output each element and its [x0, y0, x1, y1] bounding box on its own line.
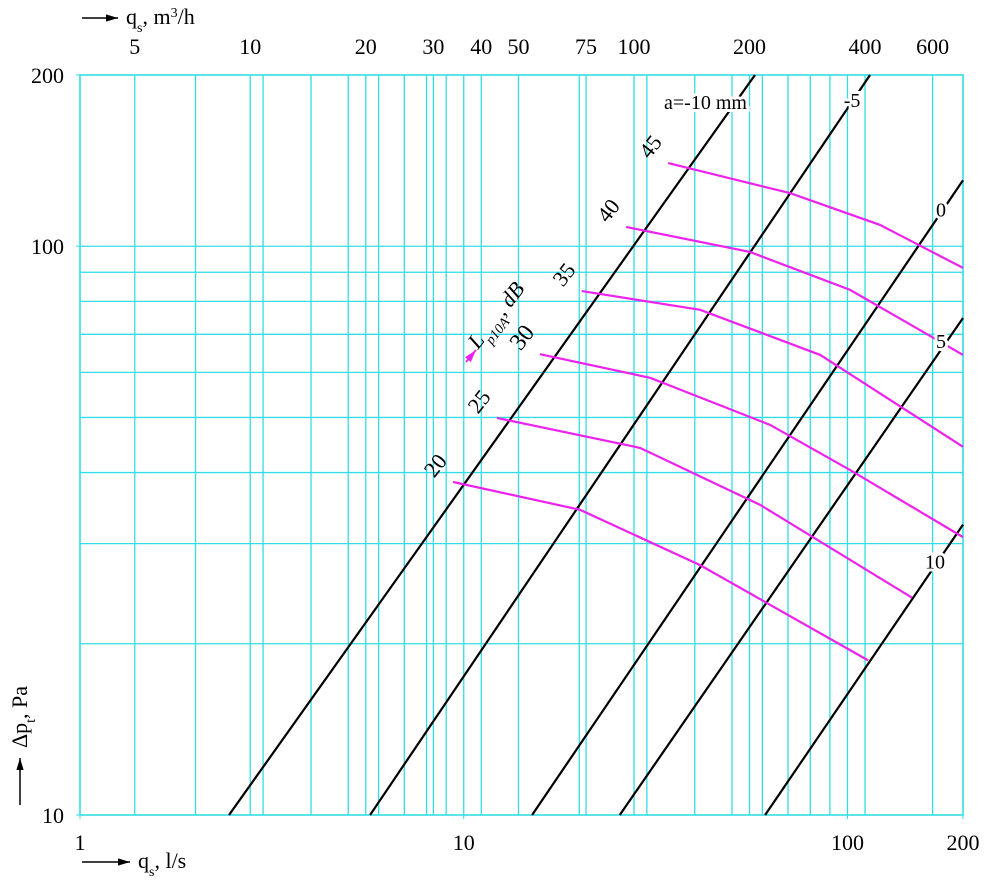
- x-tick-label: 10: [453, 830, 475, 855]
- x2-tick-label: 20: [355, 34, 377, 59]
- y-axis-label-part: t: [24, 719, 39, 723]
- series-label: a=-10 mm: [664, 92, 747, 114]
- x2-tick-label: 40: [470, 34, 492, 59]
- series-line: [531, 179, 964, 816]
- x-tick-label: 200: [947, 830, 980, 855]
- plot-frame: [79, 74, 964, 816]
- x2-tick-label: 50: [507, 34, 529, 59]
- y-tick-label: 100: [31, 234, 64, 259]
- x2-axis-label-part: 3: [171, 6, 178, 21]
- y-axis-label: Δpt, Pa: [7, 686, 39, 748]
- series-label: 5: [936, 331, 946, 353]
- x2-tick-label: 5: [129, 34, 140, 59]
- x2-tick-label: 30: [422, 34, 444, 59]
- y-axis-label-part: , Pa: [7, 686, 32, 719]
- y-tick-label: 10: [42, 803, 64, 828]
- series-label: 0: [936, 199, 946, 221]
- series-line: [581, 289, 964, 448]
- x2-tick-label: 400: [849, 34, 882, 59]
- series-line: [452, 480, 869, 662]
- x2-tick-label: 10: [239, 34, 261, 59]
- x2-tick-label: 75: [575, 34, 597, 59]
- x2-axis-label-part: /h: [178, 4, 195, 29]
- x2-tick-label: 600: [916, 34, 949, 59]
- y-axis-label-part: Δp: [7, 723, 32, 748]
- series-line: [667, 162, 964, 269]
- series-label: 10: [925, 552, 945, 574]
- series-label: 25: [462, 385, 495, 418]
- x-tick-label: 100: [831, 830, 864, 855]
- x-tick-label: 1: [75, 830, 86, 855]
- x-axis-label: qs, l/s: [138, 848, 186, 880]
- x2-axis-label-part: , m: [142, 4, 170, 29]
- series-line: [618, 317, 964, 816]
- grid: [76, 74, 964, 819]
- annotation-arrow: [465, 349, 477, 363]
- series-label: 40: [592, 194, 625, 227]
- annotation-part: , dB: [488, 277, 530, 320]
- x-axis-label-part: s: [149, 865, 154, 880]
- series-line: [625, 225, 964, 356]
- y-tick-label: 200: [31, 63, 64, 88]
- series-line: [369, 74, 871, 816]
- x-axis-label-part: , l/s: [154, 848, 186, 873]
- series-line: [228, 74, 756, 816]
- x2-axis-label-part: q: [126, 4, 137, 29]
- series-line: [539, 353, 964, 539]
- series-label: -5: [844, 90, 861, 112]
- series-line: [764, 523, 964, 816]
- series-label: 45: [634, 130, 667, 163]
- plot: [228, 74, 964, 816]
- series-line: [496, 416, 913, 599]
- x-axis-label-part: q: [138, 848, 149, 873]
- series-label: 35: [547, 258, 580, 291]
- x2-axis-label: qs, m3/h: [126, 4, 195, 36]
- x2-axis-label-part: s: [137, 21, 142, 36]
- x2-tick-label: 200: [733, 34, 766, 59]
- x2-tick-label: 100: [618, 34, 651, 59]
